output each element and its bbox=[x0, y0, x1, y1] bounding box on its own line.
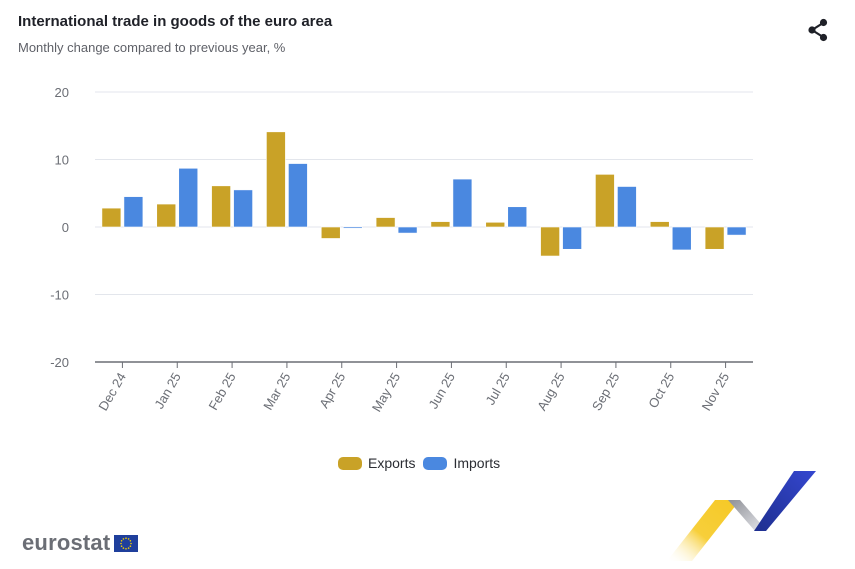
share-button[interactable] bbox=[805, 17, 831, 43]
bar-imports[interactable] bbox=[617, 186, 637, 228]
y-tick-label: 0 bbox=[62, 220, 69, 235]
bars bbox=[101, 131, 747, 257]
eurostat-logo[interactable]: eurostat bbox=[22, 530, 139, 556]
chart-title: International trade in goods of the euro… bbox=[18, 13, 333, 30]
legend-item-exports[interactable]: Exports bbox=[338, 455, 415, 471]
bar-imports[interactable] bbox=[397, 226, 418, 234]
bar-exports[interactable] bbox=[156, 203, 177, 228]
bar-exports[interactable] bbox=[540, 226, 560, 257]
logo-text: eurostat bbox=[22, 530, 111, 555]
bar-imports[interactable] bbox=[452, 178, 473, 228]
bar-exports[interactable] bbox=[595, 174, 615, 228]
eu-flag-icon bbox=[114, 534, 139, 552]
bar-imports[interactable] bbox=[562, 226, 582, 250]
bar-exports[interactable] bbox=[320, 226, 341, 239]
ribbon-blue bbox=[754, 471, 816, 531]
y-tick-label: 10 bbox=[55, 153, 69, 168]
bar-exports[interactable] bbox=[375, 217, 396, 228]
y-tick-label: -10 bbox=[50, 288, 69, 303]
legend-label-imports: Imports bbox=[453, 455, 501, 471]
bar-imports[interactable] bbox=[342, 226, 363, 229]
legend-swatch-imports bbox=[423, 456, 448, 470]
chart-subtitle: Monthly change compared to previous year… bbox=[18, 40, 286, 55]
bar-exports[interactable] bbox=[704, 226, 725, 250]
bar-imports[interactable] bbox=[726, 226, 747, 236]
bar-imports[interactable] bbox=[507, 206, 528, 228]
bar-exports[interactable] bbox=[430, 221, 451, 228]
legend-label-exports: Exports bbox=[368, 455, 416, 471]
bar-exports[interactable] bbox=[649, 221, 670, 228]
bar-imports[interactable] bbox=[178, 167, 199, 228]
bar-exports[interactable] bbox=[266, 131, 286, 228]
gridlines bbox=[95, 91, 753, 295]
bar-exports[interactable] bbox=[485, 221, 506, 228]
y-tick-label: 20 bbox=[55, 85, 69, 100]
bar-exports[interactable] bbox=[101, 207, 122, 228]
y-tick-label: -20 bbox=[50, 355, 69, 370]
legend: Exports Imports bbox=[338, 455, 500, 471]
share-icon bbox=[808, 18, 828, 42]
bar-exports[interactable] bbox=[211, 185, 231, 228]
y-axis-ticks: 20 10 0 -10 -20 bbox=[50, 85, 69, 370]
bar-imports[interactable] bbox=[671, 226, 692, 251]
bar-imports[interactable] bbox=[288, 163, 308, 228]
bar-imports[interactable] bbox=[123, 196, 144, 228]
ribbon-grey bbox=[728, 500, 767, 531]
bar-imports[interactable] bbox=[233, 189, 253, 228]
ribbon-yellow bbox=[667, 500, 740, 561]
legend-swatch-exports bbox=[338, 456, 362, 470]
legend-item-imports[interactable]: Imports bbox=[423, 455, 500, 471]
